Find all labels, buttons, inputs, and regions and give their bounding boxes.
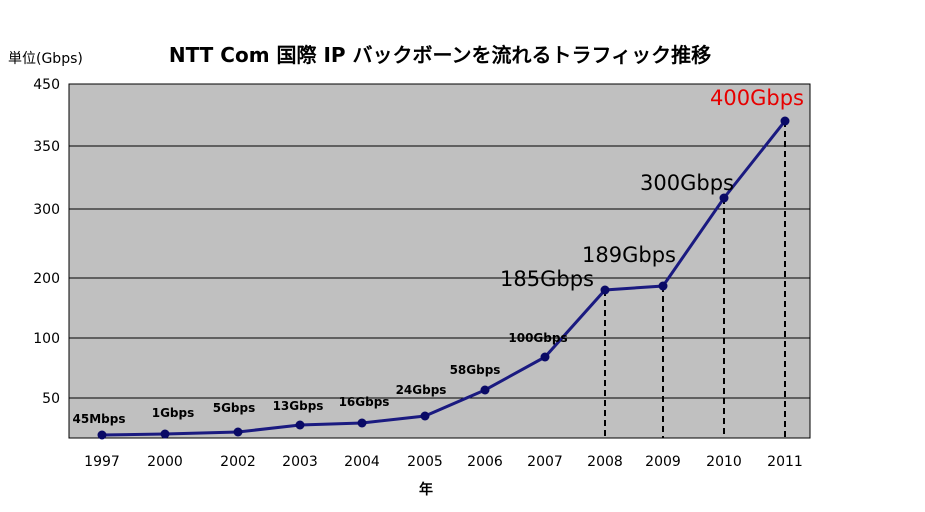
x-tick-label: 1997 (84, 454, 120, 470)
data-point (719, 193, 729, 203)
x-tick-label: 2007 (527, 454, 563, 470)
data-label: 16Gbps (339, 395, 390, 409)
y-tick-label: 300 (33, 202, 60, 218)
y-tick-label: 450 (33, 77, 60, 93)
x-tick-label: 2009 (645, 454, 681, 470)
point-labels: 45Mbps 1Gbps 5Gbps 13Gbps 16Gbps 24Gbps58Gbps… (73, 86, 804, 426)
x-axis-ticks: 1997 2000 2002 2003 2004 2005 2006 2007 2008 2009… (84, 454, 803, 470)
x-axis-label: 年 (419, 481, 433, 498)
x-tick-label: 2006 (467, 454, 503, 470)
plot-area (68, 83, 811, 439)
data-label: 189Gbps (582, 243, 676, 267)
x-tick-label: 2000 (147, 454, 183, 470)
series-line (101, 120, 787, 437)
data-label: 400Gbps (710, 86, 804, 110)
gridlines (69, 83, 810, 399)
y-tick-label: 350 (33, 139, 60, 155)
x-tick-label: 2003 (282, 454, 318, 470)
y-tick-label: 50 (42, 391, 60, 407)
markers (97, 116, 790, 440)
data-label: 13Gbps (273, 399, 324, 413)
data-point (658, 281, 668, 291)
data-point (97, 430, 107, 440)
drop-lines (604, 121, 786, 438)
y-axis-label: 単位(Gbps) (8, 51, 83, 67)
data-label: 185Gbps (500, 267, 594, 291)
y-tick-label: 100 (33, 331, 60, 347)
data-point (480, 385, 490, 395)
data-label: 45Mbps (73, 412, 126, 426)
data-point (233, 427, 243, 437)
data-label: 24Gbps (396, 383, 447, 397)
data-label: 1Gbps (152, 406, 195, 420)
data-point (600, 285, 610, 295)
data-point (160, 429, 170, 439)
data-point (540, 352, 550, 362)
data-point (780, 116, 790, 126)
x-tick-label: 2002 (220, 454, 256, 470)
y-tick-label: 200 (33, 271, 60, 287)
x-tick-label: 2010 (706, 454, 742, 470)
data-point (295, 420, 305, 430)
data-label: 300Gbps (640, 171, 734, 195)
x-tick-label: 2011 (767, 454, 803, 470)
x-tick-label: 2005 (407, 454, 443, 470)
data-label: 58Gbps (450, 363, 501, 377)
data-label: 100Gbps (508, 331, 567, 345)
chart-title: NTT Com 国際 IP バックボーンを流れるトラフィック推移 (169, 43, 711, 67)
y-axis-ticks: 50 100 200 300 350 450 (33, 77, 60, 407)
x-tick-label: 2008 (587, 454, 623, 470)
data-point (420, 411, 430, 421)
data-point (357, 418, 367, 428)
data-label: 5Gbps (213, 401, 256, 415)
x-tick-label: 2004 (344, 454, 380, 470)
